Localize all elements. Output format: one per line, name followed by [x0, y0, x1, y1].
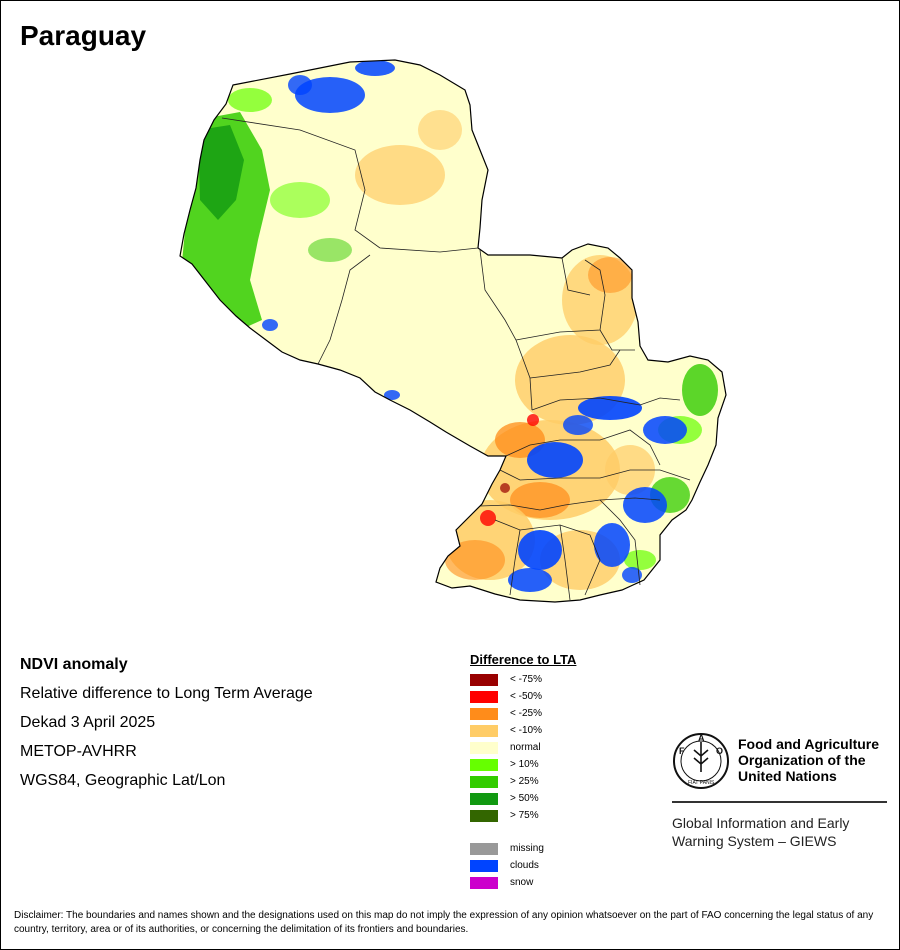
legend-swatch	[470, 775, 498, 788]
cloud-patch	[527, 442, 583, 478]
legend-swatch	[470, 741, 498, 754]
legend-label: < -10%	[510, 725, 542, 736]
legend-item: < -50%	[470, 688, 576, 705]
legend-label: > 75%	[510, 810, 539, 821]
anomaly-positive-patch	[308, 238, 352, 262]
fao-organization-name: Food and Agriculture Organization of the…	[738, 736, 879, 784]
legend-swatch	[470, 724, 498, 737]
anomaly-strong-negative-patch	[500, 483, 510, 493]
department-boundaries	[221, 117, 691, 601]
map-legend: Difference to LTA < -75% < -50% < -25% < -1…	[470, 652, 576, 891]
time-period: Dekad 3 April 2025	[20, 714, 156, 731]
cloud-patch	[623, 487, 667, 523]
cloud-patch	[384, 390, 400, 400]
legend-label: snow	[510, 877, 534, 888]
map-info: NDVI anomaly Relative difference to Long…	[20, 656, 313, 801]
cloud-patch	[518, 530, 562, 570]
legend-item: normal	[470, 739, 576, 756]
legend-item: > 25%	[470, 773, 576, 790]
fao-logo-motto: FIAT PANIS	[688, 780, 715, 786]
legend-label: < -75%	[510, 674, 542, 685]
cloud-patch	[578, 396, 642, 420]
legend-item: snow	[470, 874, 576, 891]
legend-swatch	[470, 758, 498, 771]
fao-name-line: Food and Agriculture	[738, 736, 880, 752]
country-map	[179, 59, 727, 603]
cloud-patch	[643, 416, 687, 444]
anomaly-negative-patch	[355, 145, 445, 205]
fao-logo-letter-o: O	[716, 746, 723, 756]
legend-label: < -25%	[510, 708, 542, 719]
cloud-patch	[622, 567, 642, 583]
cloud-patch	[594, 523, 630, 567]
projection-info: WGS84, Geographic Lat/Lon	[20, 772, 226, 789]
legend-item: < -10%	[470, 722, 576, 739]
legend-item: missing	[470, 840, 576, 857]
legend-label: clouds	[510, 860, 539, 871]
anomaly-strong-positive-west	[198, 125, 244, 220]
legend-item: < -75%	[470, 671, 576, 688]
disclaimer-text: Disclaimer: The boundaries and names sho…	[14, 910, 874, 935]
legend-swatch	[470, 673, 498, 686]
giews-name-line: Warning System – GIEWS	[672, 833, 837, 849]
anomaly-positive-patch	[270, 182, 330, 218]
fao-logo-letter-a: A	[698, 733, 705, 743]
fao-logo-icon: F A O FIAT PANIS	[673, 733, 729, 789]
legend-item: clouds	[470, 857, 576, 874]
fao-logo-letter-f: F	[679, 746, 685, 756]
legend-swatch	[470, 707, 498, 720]
legend-item: > 10%	[470, 756, 576, 773]
fao-name-line: Organization of the	[738, 752, 866, 768]
anomaly-positive-patch	[682, 364, 718, 416]
legend-swatch	[470, 690, 498, 703]
legend-swatch	[470, 876, 498, 889]
legend-label: > 25%	[510, 776, 539, 787]
cloud-patch	[288, 75, 312, 95]
anomaly-positive-patch	[624, 550, 656, 570]
legend-item: > 50%	[470, 790, 576, 807]
giews-name: Global Information and Early Warning Sys…	[672, 814, 849, 850]
legend-item: < -25%	[470, 705, 576, 722]
cloud-patch	[508, 568, 552, 592]
anomaly-strong-negative-patch	[480, 510, 496, 526]
anomaly-negative-patch	[445, 540, 505, 580]
anomaly-negative-patch	[418, 110, 462, 150]
anomaly-positive-patch	[228, 88, 272, 112]
anomaly-negative-patch	[495, 422, 545, 458]
legend-title: Difference to LTA	[470, 652, 577, 667]
giews-name-line: Global Information and Early	[672, 815, 850, 831]
cloud-patch	[295, 77, 365, 113]
fao-name-line: United Nations	[738, 768, 837, 784]
anomaly-negative-patch	[588, 257, 632, 293]
map-title: Paraguay	[20, 20, 147, 51]
anomaly-strong-negative-patch	[527, 414, 539, 426]
legend-label: < -50%	[510, 691, 542, 702]
cloud-patch	[262, 319, 278, 331]
product-name: NDVI anomaly	[20, 656, 128, 673]
legend-label: normal	[510, 742, 541, 753]
sensor-name: METOP-AVHRR	[20, 743, 137, 760]
cloud-patch	[355, 60, 395, 76]
legend-label: > 50%	[510, 793, 539, 804]
cloud-patch	[563, 415, 593, 435]
legend-extra-items: missing clouds snow	[470, 840, 576, 891]
legend-items: < -75% < -50% < -25% < -10% normal > 10% > 25%…	[470, 671, 576, 824]
legend-label: missing	[510, 843, 544, 854]
legend-swatch	[470, 792, 498, 805]
product-description: Relative difference to Long Term Average	[20, 685, 313, 702]
legend-label: > 10%	[510, 759, 539, 770]
divider	[672, 801, 887, 803]
legend-swatch	[470, 859, 498, 872]
anomaly-negative-patch	[510, 482, 570, 518]
legend-swatch	[470, 842, 498, 855]
legend-item: > 75%	[470, 807, 576, 824]
legend-swatch	[470, 809, 498, 822]
